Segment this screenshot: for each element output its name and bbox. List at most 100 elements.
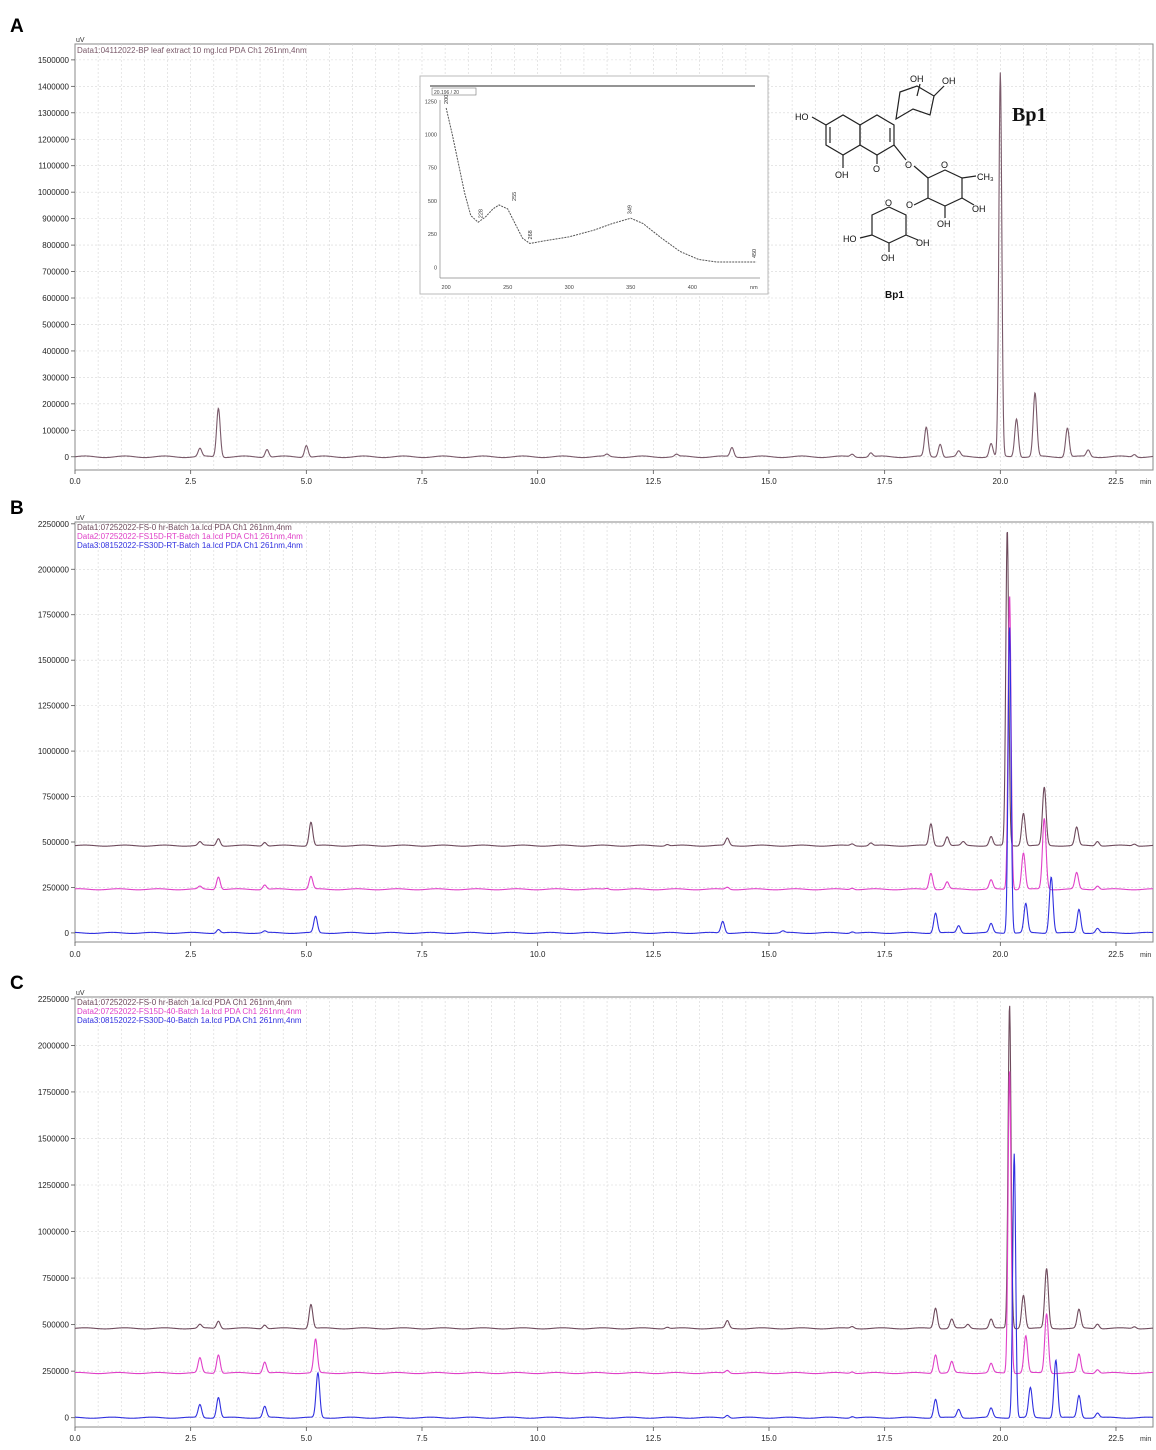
atom-oh-r2: OH <box>937 219 951 229</box>
series-c <box>74 1005 1154 1419</box>
atom-oh-top2: OH <box>942 76 956 86</box>
x-tick-label: 12.5 <box>646 950 662 959</box>
y-tick-label: 300000 <box>42 373 69 382</box>
y-tick-label: 1400000 <box>38 82 70 91</box>
y-axis-c: 0 250000 500000 750000 1000000 1250000 1500000… <box>38 995 75 1423</box>
y-tick-label: 1500000 <box>38 1134 70 1143</box>
x-tick-label: 15.0 <box>761 950 777 959</box>
y-tick-label: 250000 <box>42 1367 69 1376</box>
inset-y-tick-label: 1000 <box>425 133 437 139</box>
legend-entry: Data3:08152022-FS30D-40-Batch 1a.lcd PDA… <box>77 1016 302 1025</box>
inset-peak-label: 200 <box>444 95 450 104</box>
bond-ether1 <box>893 144 907 161</box>
grid-b <box>75 522 1153 942</box>
y-tick-label: 1750000 <box>38 1088 70 1097</box>
y-tick-label: 1750000 <box>38 611 70 620</box>
inset-y-tick-label: 750 <box>428 166 437 172</box>
y-tick-label: 1000000 <box>38 747 70 756</box>
x-tick-label: 7.5 <box>416 1434 428 1443</box>
y-axis-b: 0 250000 500000 750000 1000000 1250000 1500000… <box>38 520 75 938</box>
atom-oh-bottom: OH <box>835 170 849 180</box>
legend-entry: Data2:07252022-FS15D-40-Batch 1a.lcd PDA… <box>77 1007 302 1016</box>
y-tick-label: 750000 <box>42 1274 69 1283</box>
inset-x-tick-label: 350 <box>626 285 635 291</box>
y-tick-label: 400000 <box>42 347 69 356</box>
x-tick-label: 20.0 <box>993 1434 1009 1443</box>
y-tick-label: 500000 <box>42 320 69 329</box>
inset-note-label: 20.196 / 20 <box>434 90 459 96</box>
inset-label-box <box>431 87 477 96</box>
bond-oh-top2 <box>933 85 945 97</box>
x-tick-label: 15.0 <box>761 1434 777 1443</box>
y-tick-label: 100000 <box>42 426 69 435</box>
x-tick-label: 12.5 <box>646 1434 662 1443</box>
x-tick-label: 2.5 <box>185 950 197 959</box>
x-tick-label: 20.0 <box>993 477 1009 486</box>
panel-letter-c: C <box>10 973 24 994</box>
inset-series: 200 228 255 268 349 450 <box>444 95 758 263</box>
x-tick-label: 2.5 <box>185 1434 197 1443</box>
inset-frame <box>419 75 769 295</box>
y-tick-label: 0 <box>65 1414 70 1423</box>
y-tick-label: 500000 <box>42 838 69 847</box>
bond-oh-r1 <box>961 197 975 206</box>
atom-ring-o: O <box>941 160 948 170</box>
y-unit-b: uV <box>76 515 85 522</box>
series-line <box>74 1005 1154 1330</box>
inset-x-tick-label: 250 <box>503 285 512 291</box>
bond-oh-top1 <box>916 83 921 97</box>
x-tick-label: 10.0 <box>530 477 546 486</box>
x-tick-label: 17.5 <box>877 1434 893 1443</box>
x-tick-label: 5.0 <box>301 1434 313 1443</box>
y-tick-label: 1250000 <box>38 1181 70 1190</box>
legend-entry: Data1:07252022-FS-0 hr-Batch 1a.lcd PDA … <box>77 998 292 1007</box>
x-tick-label: 10.0 <box>530 1434 546 1443</box>
legend-entry: Data1:07252022-FS-0 hr-Batch 1a.lcd PDA … <box>77 523 292 532</box>
y-tick-label: 1250000 <box>38 702 70 711</box>
y-tick-label: 2000000 <box>38 565 70 574</box>
y-unit-a: uV <box>76 37 85 44</box>
x-tick-label: 5.0 <box>301 950 313 959</box>
x-tick-label: 10.0 <box>530 950 546 959</box>
chart-panel-a: 0 100000 200000 300000 400000 500000 600000 700… <box>38 37 1154 486</box>
inset-y-tick-label: 1250 <box>425 99 437 105</box>
y-tick-label: 600000 <box>42 294 69 303</box>
inset-peak-label: 450 <box>752 249 758 258</box>
atom-ho-left: HO <box>795 112 809 122</box>
legend-entry: Data1:04112022-BP leaf extract 10 mg.lcd… <box>77 46 307 55</box>
x-tick-label: 17.5 <box>877 477 893 486</box>
x-tick-label: 7.5 <box>416 950 428 959</box>
bond-ch3 <box>961 175 977 179</box>
inset-spectrum-line <box>445 107 757 263</box>
x-axis-a: 0.0 2.5 5.0 7.5 10.0 12.5 15.0 17.5 20.0 22.5 <box>69 470 1124 486</box>
series-line <box>74 596 1154 891</box>
atom-ring-o2: O <box>885 198 892 208</box>
bond-ho-left <box>811 116 827 126</box>
series-a <box>74 72 1154 459</box>
inset-peak-label: 228 <box>479 209 485 218</box>
inset-x-tick-label: 300 <box>565 285 574 291</box>
x-tick-label: 0.0 <box>69 1434 81 1443</box>
y-tick-label: 800000 <box>42 241 69 250</box>
inset-x-tick-label: 200 <box>442 285 451 291</box>
bond-ether2 <box>913 197 929 206</box>
y-tick-label: 1200000 <box>38 135 70 144</box>
legend-entry: Data2:07252022-FS15D-RT-Batch 1a.lcd PDA… <box>77 532 303 541</box>
inset-axes: 0 250 500 750 1000 1250 200 250 300 350 400 nm <box>425 99 760 291</box>
y-tick-label: 2000000 <box>38 1041 70 1050</box>
bond-oh-s2 <box>905 234 919 241</box>
bp1-structure <box>811 83 977 252</box>
atom-ch3: CH₃ <box>977 172 994 182</box>
y-tick-label: 1500000 <box>38 656 70 665</box>
bp1-structure-labels: OH OH HO OH O O O CH₃ OH OH O O HO OH OH… <box>795 74 994 301</box>
atom-ether1: O <box>905 160 912 170</box>
y-tick-label: 500000 <box>42 1321 69 1330</box>
y-tick-label: 2250000 <box>38 520 70 529</box>
x-tick-label: 20.0 <box>993 950 1009 959</box>
inset-y-tick-label: 0 <box>434 265 437 271</box>
uv-spectrum-inset: 20.196 / 20 0 250 500 750 1000 1250 200 250 300 3… <box>419 75 769 295</box>
inset-peak-label: 268 <box>528 230 534 239</box>
x-unit-c: min <box>1140 1436 1151 1443</box>
y-tick-label: 900000 <box>42 215 69 224</box>
